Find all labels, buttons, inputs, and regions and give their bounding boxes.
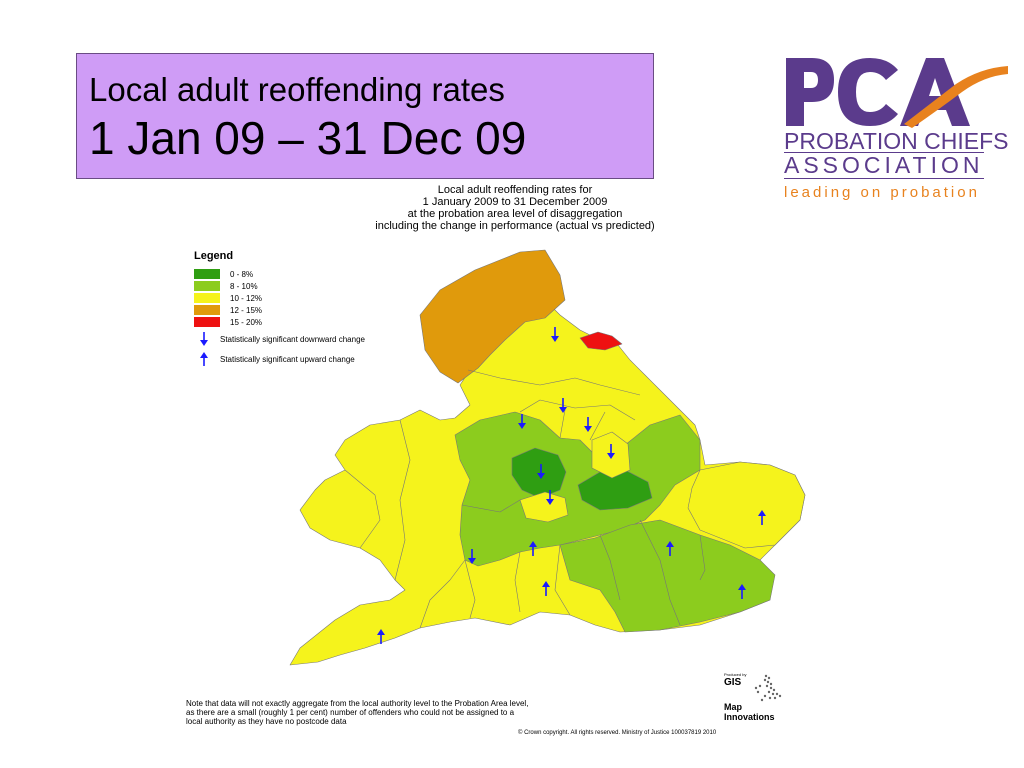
producer-name-line: Map [724, 702, 742, 712]
map-region-teesside [579, 331, 623, 351]
legend-item: Statistically significant downward chang… [194, 330, 365, 348]
footnote-line: Note that data will not exactly aggregat… [186, 699, 529, 708]
logo-line1: PROBATION CHIEFS [784, 128, 1009, 154]
legend-swatch [194, 293, 220, 303]
producer-gis: GIS [724, 677, 742, 688]
map-region-midlands [454, 411, 701, 567]
logo-divider [784, 178, 984, 179]
legend-item: 12 - 15% [194, 304, 365, 316]
footnote-line: local authority as they have no postcode… [186, 717, 347, 726]
map-region-cumbria [419, 249, 566, 384]
pca-logo [786, 58, 1008, 128]
map-title-line: Local adult reoffending rates for [437, 184, 593, 196]
map-title: Local adult reoffending rates for 1 Janu… [300, 184, 730, 232]
map-region-norfolk [687, 461, 806, 549]
legend-item: 10 - 12% [194, 292, 365, 304]
legend-swatch [194, 269, 220, 279]
up-arrow-icon [200, 352, 208, 366]
legend-item: Statistically significant upward change [194, 350, 365, 368]
uk-dots-icon [754, 674, 782, 702]
map-region-south-east [559, 519, 776, 633]
map-region-west-midlands [519, 491, 569, 523]
legend-label: Statistically significant downward chang… [220, 334, 365, 344]
slide-date-range: 1 Jan 09 – 31 Dec 09 [89, 112, 527, 164]
probation-area-map [289, 249, 806, 666]
legend-label: Statistically significant upward change [220, 354, 355, 364]
legend-label: 15 - 20% [230, 317, 263, 327]
legend-label: 0 - 8% [230, 269, 254, 279]
map-footnote: Note that data will not exactly aggregat… [186, 699, 686, 726]
slide-title: Local adult reoffending rates [89, 71, 505, 108]
producer-name-line: Innovations [724, 712, 775, 722]
legend-swatch [194, 317, 220, 327]
legend-swatch [194, 305, 220, 315]
legend-item: 0 - 8% [194, 268, 365, 280]
map-boundaries [344, 369, 706, 629]
map-legend: Legend 0 - 8% 8 - 10% 10 - 12% 12 - 15% … [194, 250, 365, 368]
map-title-line: including the change in performance (act… [375, 220, 655, 232]
legend-item: 15 - 20% [194, 316, 365, 328]
copyright-text: © Crown copyright. All rights reserved. … [518, 730, 717, 736]
map-title-line: at the probation area level of disaggreg… [407, 208, 623, 220]
producer-name: Map Innovations [724, 702, 775, 722]
footnote-line: as there are a small (roughly 1 per cent… [186, 708, 515, 717]
legend-item: 8 - 10% [194, 280, 365, 292]
logo-divider [784, 152, 984, 153]
slide-title-box: Local adult reoffending rates 1 Jan 09 –… [76, 53, 654, 179]
down-arrow-icon [200, 332, 208, 346]
logo-line2: ASSOCIATION [784, 152, 984, 178]
legend-label: 10 - 12% [230, 293, 263, 303]
legend-heading: Legend [194, 250, 234, 262]
legend-swatch [194, 281, 220, 291]
producer-credit: Produced by GIS Map Innovations [724, 672, 820, 724]
logo-tagline: leading on probation [784, 184, 980, 201]
legend-label: 12 - 15% [230, 305, 263, 315]
legend-label: 8 - 10% [230, 281, 258, 291]
map-title-line: 1 January 2009 to 31 December 2009 [422, 196, 608, 208]
producer-small-text: Produced by [724, 672, 747, 677]
